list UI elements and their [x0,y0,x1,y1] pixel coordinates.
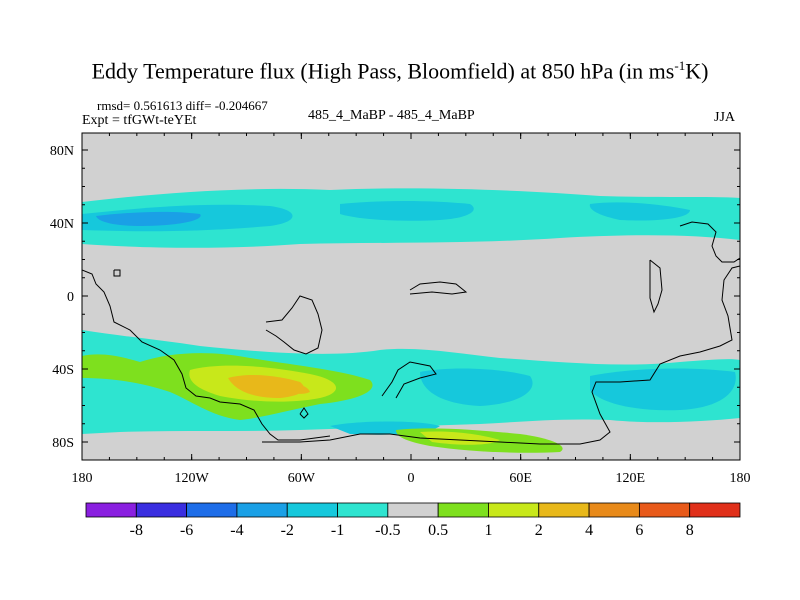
south-america [265,295,323,355]
x-tick-label: 0 [408,471,415,486]
title-main: Eddy Temperature flux (High Pass, Bloomf… [91,58,675,84]
colorbar-label: 6 [635,522,643,539]
americas-coast [82,269,331,441]
colorbar-swatch [638,502,691,518]
y-axis-ticks [82,149,740,443]
nh-band-inner-3 [589,202,690,221]
sh-cyan-deep [590,368,736,411]
sh-cyan-deep-2 [420,368,533,406]
colorbar-swatch [135,502,188,518]
y-tick-label: 40S [52,363,74,378]
colorbar-swatch [85,502,137,518]
colorbar-label: -4 [230,522,243,539]
title-suffix: K) [685,58,709,84]
nh-band-core [96,211,201,226]
colorbar-swatch [588,502,640,518]
colorbar-label: 4 [585,522,593,539]
x-tick-label: 60E [509,471,532,486]
stats-label: rmsd= 0.561613 diff= -0.204667 [97,98,268,113]
colorbar-swatch [488,502,540,518]
map-title: Eddy Temperature flux (High Pass, Bloomf… [0,58,800,84]
x-axis-labels: 180 120W 60W 0 60E 120E 180 [72,471,751,486]
x-tick-label: 60W [288,471,316,486]
colorbar-swatch [387,502,439,518]
expt-label: Expt = tfGWt-teYEt [82,113,197,128]
colorbar-swatch [186,502,238,518]
colorbar-swatch [337,502,389,518]
y-tick-label: 0 [67,290,74,305]
sh-orange-core [228,375,304,398]
comparison-label: 485_4_MaBP - 485_4_MaBP [308,108,475,123]
antarctica [262,265,740,445]
colorbar-swatch [236,502,288,518]
islands-small [113,269,121,277]
colorbar [85,502,741,518]
colorbar-label: 8 [686,522,694,539]
y-tick-label: 80S [52,436,74,451]
colorbar-swatch [437,502,489,518]
colorbar-swatch [538,502,590,518]
title-superscript: -1 [674,58,686,73]
x-tick-label: 180 [730,471,751,486]
africa-coast [409,281,468,295]
colorbar-label: -6 [180,522,193,539]
antarctic-peninsula [381,361,437,399]
colorbar-label: 0.5 [428,522,448,539]
x-tick-label: 120E [616,471,646,486]
coastlines [82,221,740,445]
y-tick-label: 80N [50,144,74,159]
x-tick-label: 180 [72,471,93,486]
weddell-coast [299,407,309,419]
contour-field [82,133,740,460]
colorbar-label: -8 [130,522,143,539]
colorbar-label: -0.5 [375,522,400,539]
x-tick-label: 120W [175,471,210,486]
y-tick-label: 40N [50,217,74,232]
y-axis-labels: 80N 40N 0 40S 80S [50,144,74,451]
x-axis-ticks [81,133,741,460]
colorbar-label: -2 [281,522,294,539]
nh-band-inner-2 [340,201,474,221]
colorbar-swatch [689,502,741,518]
colorbar-label: 1 [484,522,492,539]
sh-orange-spot [284,383,310,394]
colorbar-label: 2 [535,522,543,539]
season-label: JJA [714,110,736,125]
australia-islands [649,259,663,314]
asia-coast [679,221,740,263]
colorbar-label: -1 [331,522,344,539]
colorbar-swatch [286,502,338,518]
colorbar-labels: -8 -6 -4 -2 -1 -0.5 0.5 1 2 4 6 8 [130,522,694,539]
